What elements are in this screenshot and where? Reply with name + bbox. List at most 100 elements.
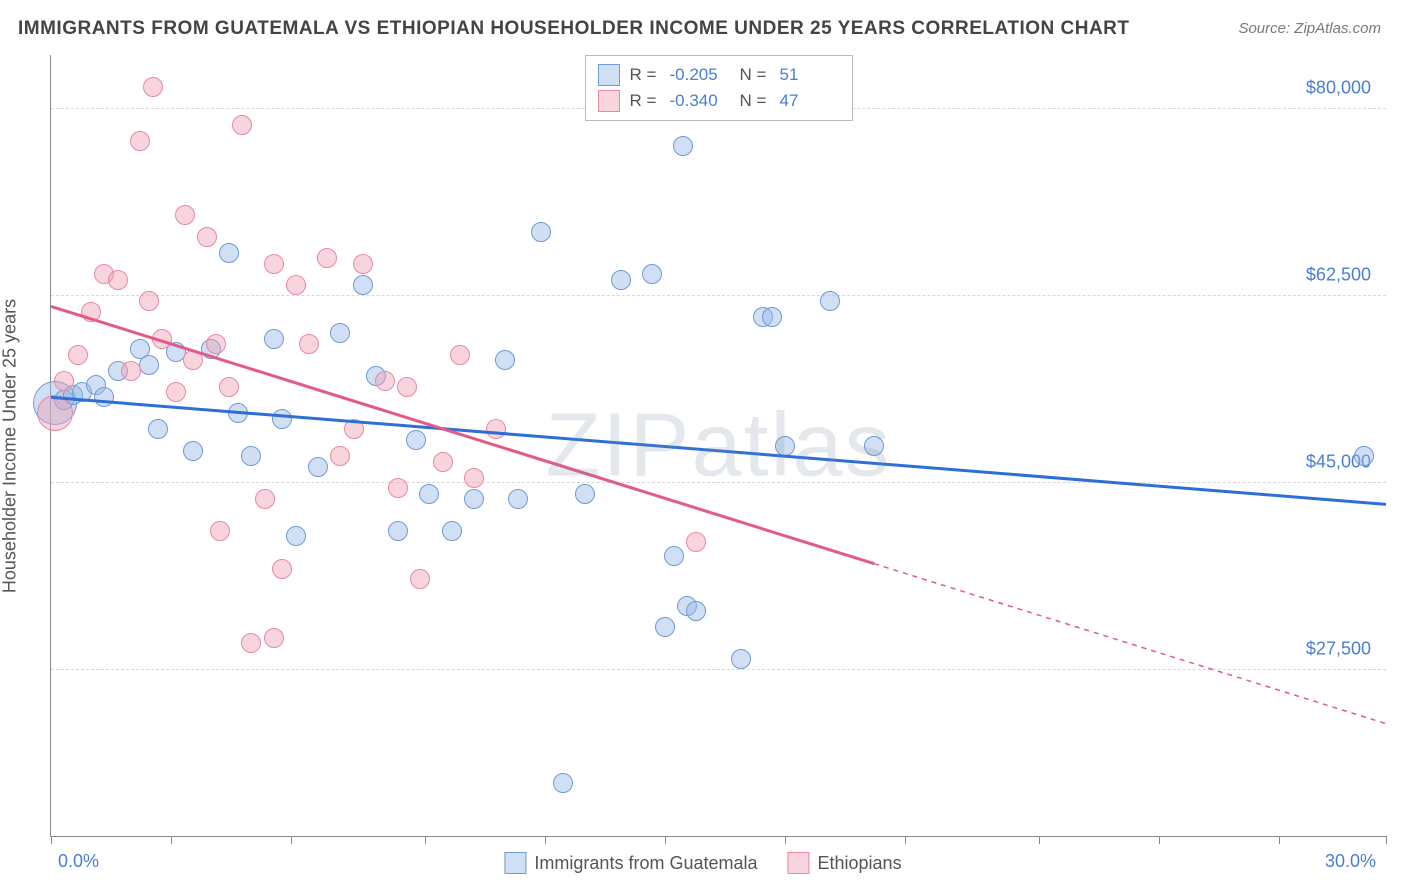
- data-point-ethiopians: [152, 329, 172, 349]
- data-point-ethiopians: [206, 334, 226, 354]
- x-tick: [51, 836, 52, 844]
- data-point-ethiopians: [232, 115, 252, 135]
- x-tick: [665, 836, 666, 844]
- y-axis-label: Householder Income Under 25 years: [0, 299, 21, 593]
- data-point-ethiopians: [464, 468, 484, 488]
- data-point-guatemala: [219, 243, 239, 263]
- data-point-ethiopians: [175, 205, 195, 225]
- x-tick: [1159, 836, 1160, 844]
- data-point-guatemala: [241, 446, 261, 466]
- data-point-guatemala: [388, 521, 408, 541]
- legend-swatch: [788, 852, 810, 874]
- data-point-guatemala: [148, 419, 168, 439]
- legend-n-label: N =: [740, 65, 770, 85]
- data-point-guatemala: [864, 436, 884, 456]
- data-point-guatemala: [508, 489, 528, 509]
- data-point-ethiopians: [410, 569, 430, 589]
- data-point-guatemala: [575, 484, 595, 504]
- y-tick-label: $27,500: [1306, 639, 1371, 660]
- data-point-ethiopians: [241, 633, 261, 653]
- data-point-ethiopians: [388, 478, 408, 498]
- data-point-guatemala: [353, 275, 373, 295]
- legend-item-ethiopians: Ethiopians: [788, 852, 902, 874]
- legend-n-label: N =: [740, 91, 770, 111]
- x-tick: [785, 836, 786, 844]
- legend-row-guatemala: R =-0.205N =51: [598, 62, 840, 88]
- legend-n-value: 47: [780, 91, 840, 111]
- data-point-ethiopians: [299, 334, 319, 354]
- x-tick: [1039, 836, 1040, 844]
- data-point-ethiopians: [143, 77, 163, 97]
- data-point-guatemala: [642, 264, 662, 284]
- data-point-ethiopians: [210, 521, 230, 541]
- legend-row-ethiopians: R =-0.340N =47: [598, 88, 840, 114]
- x-tick: [545, 836, 546, 844]
- legend-item-guatemala: Immigrants from Guatemala: [504, 852, 757, 874]
- data-point-ethiopians: [139, 291, 159, 311]
- data-point-ethiopians: [397, 377, 417, 397]
- data-point-guatemala: [655, 617, 675, 637]
- legend-swatch: [504, 852, 526, 874]
- data-point-guatemala: [264, 329, 284, 349]
- data-point-ethiopians: [183, 350, 203, 370]
- data-point-ethiopians: [344, 419, 364, 439]
- gridline: [51, 295, 1386, 296]
- data-point-ethiopians: [353, 254, 373, 274]
- data-point-ethiopians: [197, 227, 217, 247]
- data-point-guatemala: [611, 270, 631, 290]
- data-point-guatemala: [228, 403, 248, 423]
- data-point-ethiopians: [130, 131, 150, 151]
- x-axis-max-label: 30.0%: [1325, 851, 1376, 872]
- data-point-ethiopians: [286, 275, 306, 295]
- data-point-ethiopians: [272, 559, 292, 579]
- data-point-ethiopians: [686, 532, 706, 552]
- data-point-guatemala: [183, 441, 203, 461]
- correlation-legend: R =-0.205N =51R =-0.340N =47: [585, 55, 853, 121]
- data-point-guatemala: [94, 387, 114, 407]
- x-tick: [171, 836, 172, 844]
- data-point-guatemala: [308, 457, 328, 477]
- data-point-guatemala: [553, 773, 573, 793]
- data-point-guatemala: [442, 521, 462, 541]
- data-point-guatemala: [464, 489, 484, 509]
- data-point-guatemala: [1354, 446, 1374, 466]
- x-tick: [1386, 836, 1387, 844]
- x-tick: [425, 836, 426, 844]
- data-point-ethiopians: [450, 345, 470, 365]
- data-point-ethiopians: [219, 377, 239, 397]
- chart-title: IMMIGRANTS FROM GUATEMALA VS ETHIOPIAN H…: [18, 18, 1130, 40]
- data-point-ethiopians: [317, 248, 337, 268]
- data-point-ethiopians: [37, 395, 73, 431]
- data-point-guatemala: [820, 291, 840, 311]
- legend-swatch: [598, 64, 620, 86]
- data-point-guatemala: [495, 350, 515, 370]
- data-point-guatemala: [686, 601, 706, 621]
- legend-series-name: Ethiopians: [818, 853, 902, 874]
- data-point-ethiopians: [68, 345, 88, 365]
- data-point-ethiopians: [375, 371, 395, 391]
- data-point-guatemala: [419, 484, 439, 504]
- data-point-ethiopians: [433, 452, 453, 472]
- y-tick-label: $62,500: [1306, 264, 1371, 285]
- data-point-guatemala: [330, 323, 350, 343]
- source-attribution: Source: ZipAtlas.com: [1238, 20, 1381, 37]
- data-point-ethiopians: [264, 628, 284, 648]
- data-point-guatemala: [139, 355, 159, 375]
- data-point-guatemala: [406, 430, 426, 450]
- data-point-ethiopians: [486, 419, 506, 439]
- legend-series-name: Immigrants from Guatemala: [534, 853, 757, 874]
- legend-r-label: R =: [630, 91, 660, 111]
- data-point-guatemala: [272, 409, 292, 429]
- data-point-guatemala: [731, 649, 751, 669]
- data-point-guatemala: [762, 307, 782, 327]
- data-point-ethiopians: [121, 361, 141, 381]
- plot-area: R =-0.205N =51R =-0.340N =47 ZIPatlas $8…: [50, 55, 1386, 837]
- x-axis-min-label: 0.0%: [58, 851, 99, 872]
- data-point-guatemala: [286, 526, 306, 546]
- data-point-ethiopians: [166, 382, 186, 402]
- x-tick: [905, 836, 906, 844]
- x-tick: [291, 836, 292, 844]
- data-point-ethiopians: [264, 254, 284, 274]
- data-point-guatemala: [664, 546, 684, 566]
- legend-swatch: [598, 90, 620, 112]
